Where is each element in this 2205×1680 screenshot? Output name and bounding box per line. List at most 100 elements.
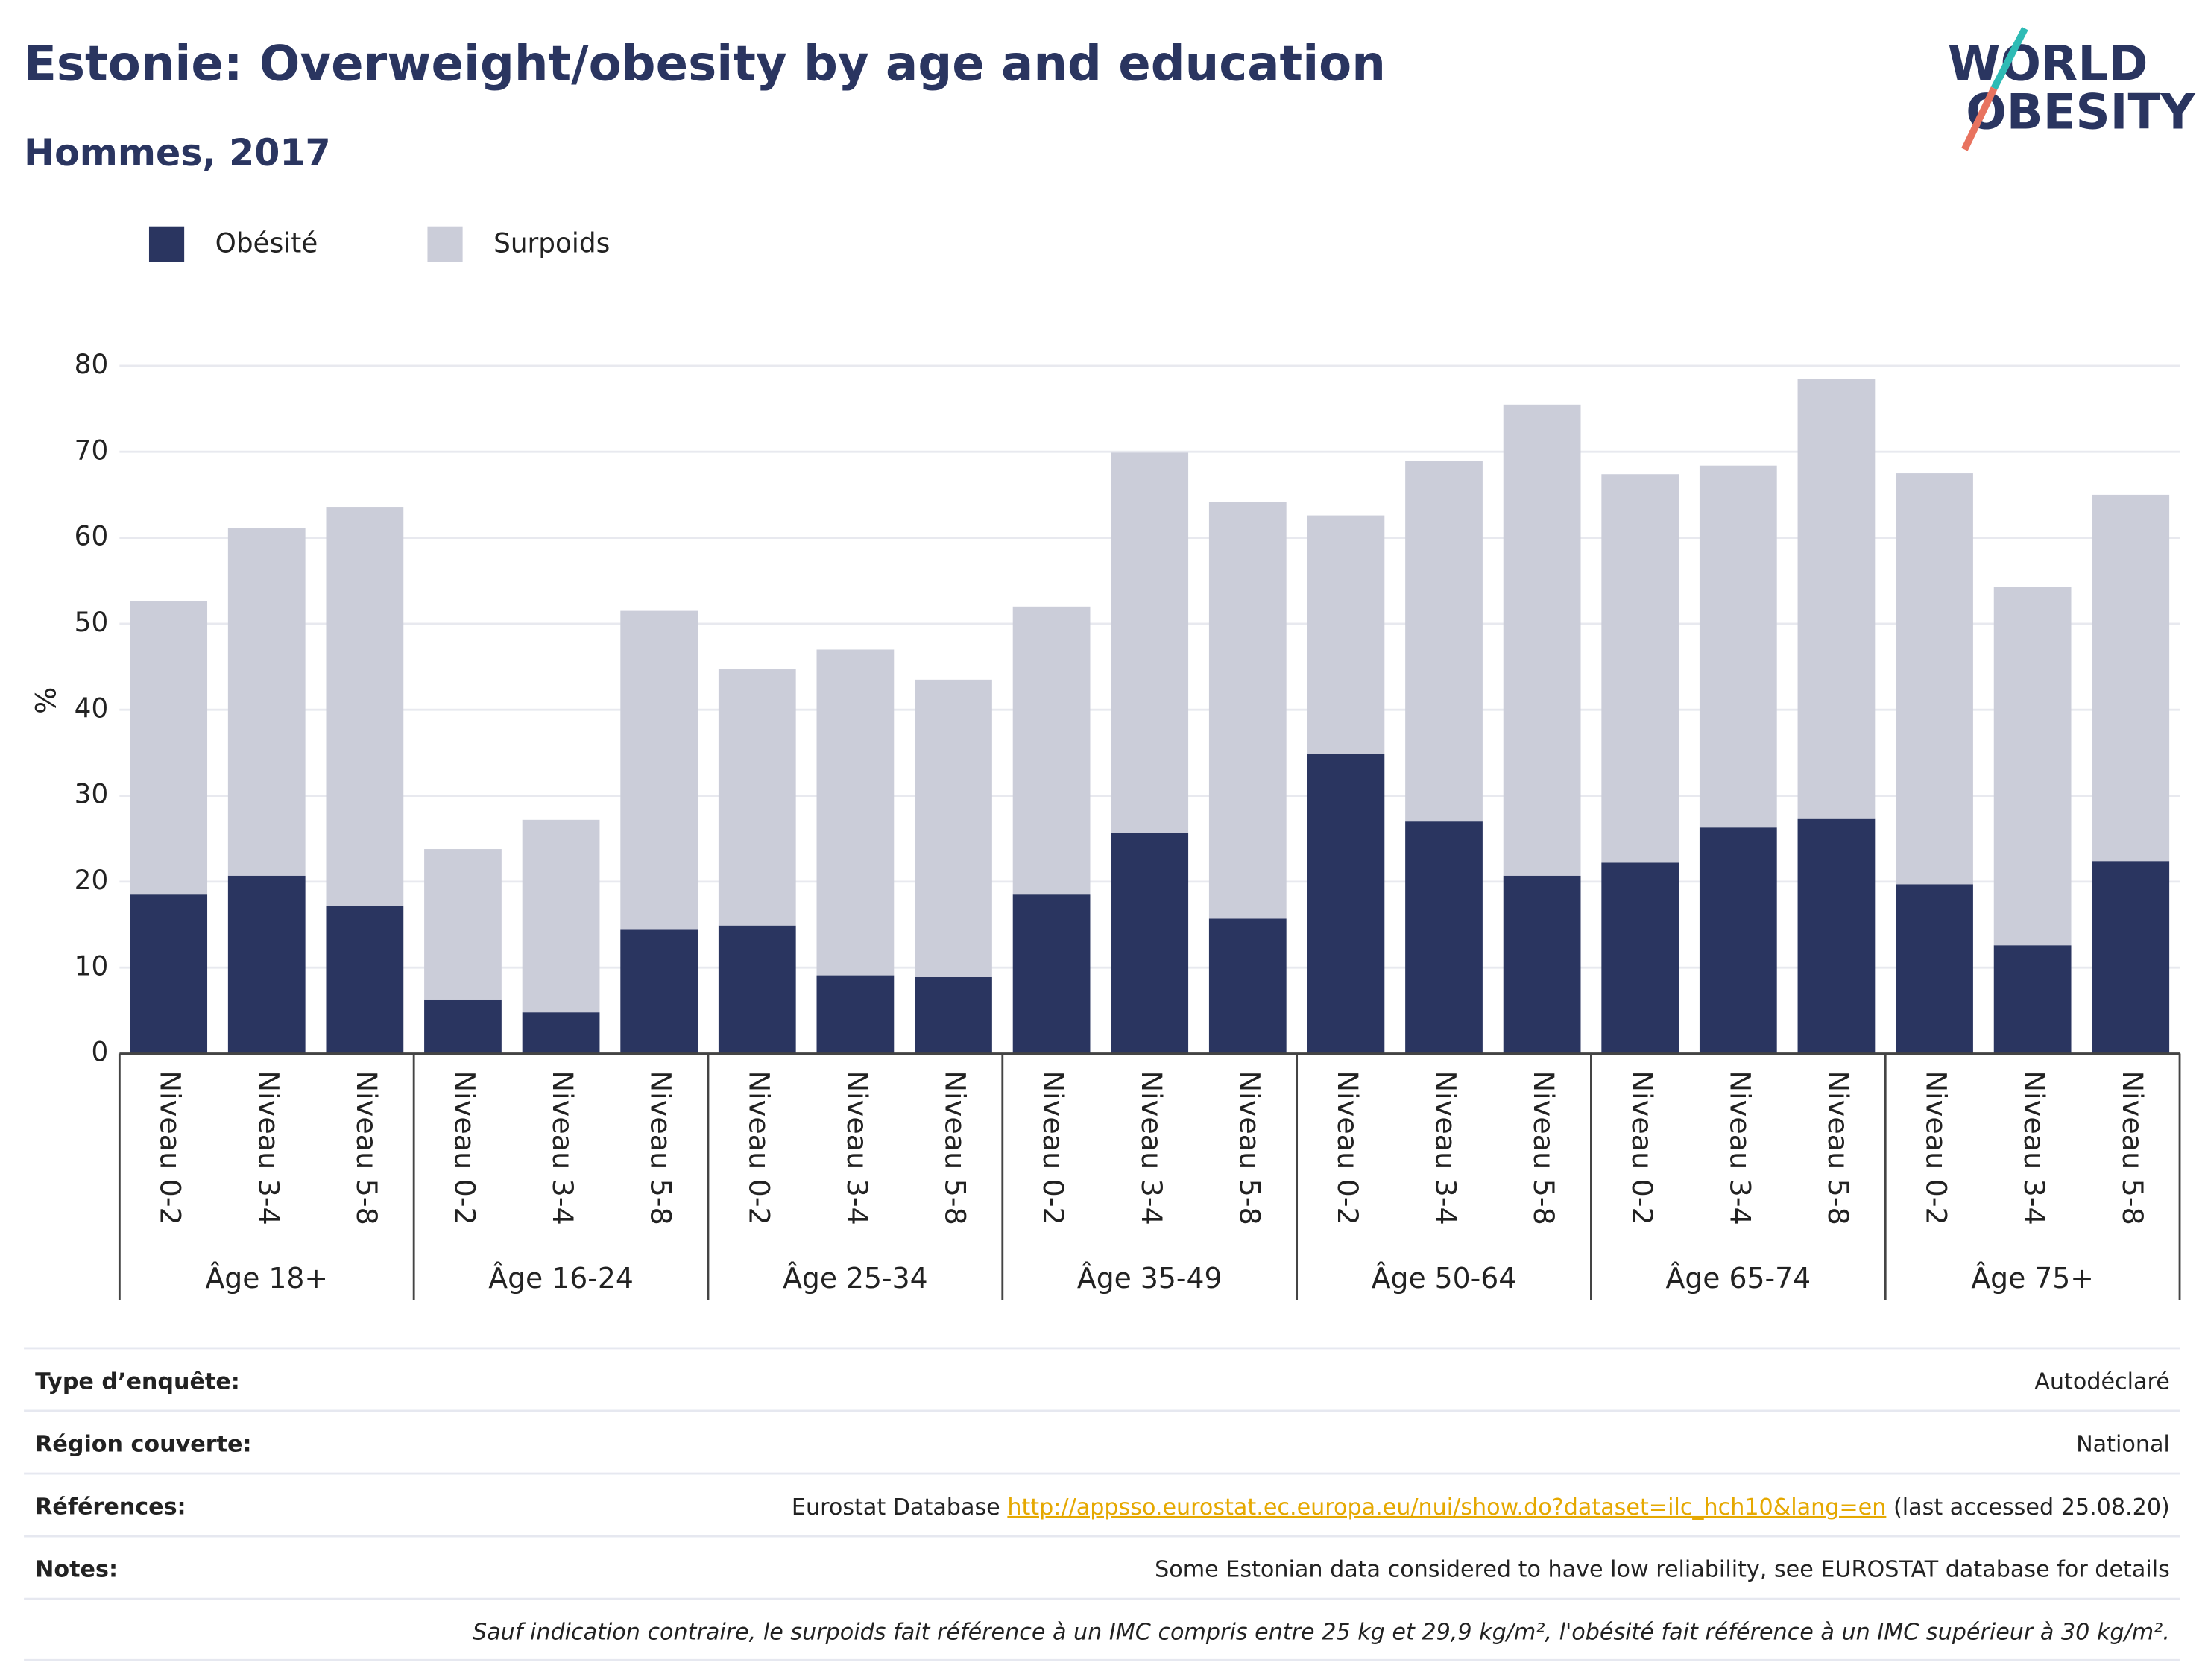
y-axis-label: % xyxy=(30,687,63,714)
chart-title: Estonie: Overweight/obesity by age and e… xyxy=(24,36,1386,92)
footer-label: Type d’enquête: xyxy=(35,1368,240,1395)
y-tick-label: 30 xyxy=(75,778,109,809)
group-label: Âge 65-74 xyxy=(1666,1262,1811,1295)
footer-label: Région couverte: xyxy=(35,1431,251,1457)
x-tick-label: Niveau 0-2 xyxy=(1037,1070,1070,1225)
bar-segment xyxy=(1405,461,1483,822)
y-tick-label: 60 xyxy=(75,520,109,552)
bar-segment xyxy=(1601,474,1679,863)
reference-prefix: Eurostat Database xyxy=(792,1494,1000,1520)
legend-label: Obésité xyxy=(215,227,318,259)
group-label: Âge 50-64 xyxy=(1372,1262,1517,1295)
footer-label: Notes: xyxy=(35,1556,118,1582)
x-tick-label: Niveau 3-4 xyxy=(1723,1070,1756,1225)
reference-link[interactable]: http://appsso.eurostat.ec.europa.eu/nui/… xyxy=(1007,1494,1886,1520)
group-label: Âge 35-49 xyxy=(1077,1262,1223,1295)
bar-segment xyxy=(1012,894,1091,1054)
bar-segment xyxy=(1111,833,1189,1054)
x-tick-label: Niveau 0-2 xyxy=(1626,1070,1659,1225)
x-tick-label: Niveau 5-8 xyxy=(939,1070,972,1225)
bar-segment xyxy=(130,894,208,1054)
y-tick-label: 80 xyxy=(75,349,109,380)
x-tick-label: Niveau 0-2 xyxy=(449,1070,482,1225)
chart-subtitle: Hommes, 2017 xyxy=(24,131,331,174)
bar-segment xyxy=(816,975,895,1054)
x-tick-label: Niveau 5-8 xyxy=(2116,1070,2149,1225)
bar-segment xyxy=(1503,875,1581,1054)
logo-slash-bottom xyxy=(1961,86,1998,151)
bar-segment xyxy=(424,849,502,1000)
bar-segment xyxy=(1012,606,1091,895)
bar-segment xyxy=(227,875,306,1054)
bar-segment xyxy=(1601,862,1679,1054)
bar-segment xyxy=(620,610,698,930)
x-tick-label: Niveau 5-8 xyxy=(645,1070,678,1225)
bar-segment xyxy=(915,976,992,1054)
x-tick-label: Niveau 3-4 xyxy=(1135,1070,1168,1225)
x-tick-label: Niveau 5-8 xyxy=(1233,1070,1266,1225)
y-tick-label: 50 xyxy=(75,607,109,638)
bar-segment xyxy=(620,929,698,1054)
bar-segment xyxy=(130,601,208,895)
bar-segment xyxy=(2092,861,2170,1054)
x-tick-label: Niveau 5-8 xyxy=(1822,1070,1855,1225)
bar-segment xyxy=(1307,754,1385,1054)
bar-segment xyxy=(718,925,796,1054)
reference-suffix: (last accessed 25.08.20) xyxy=(1893,1494,2170,1520)
legend-swatch xyxy=(427,226,463,262)
x-tick-label: Niveau 3-4 xyxy=(252,1070,285,1225)
group-label: Âge 18+ xyxy=(205,1262,328,1295)
x-tick-label: Niveau 3-4 xyxy=(2018,1070,2051,1225)
footer-label: Références: xyxy=(35,1494,186,1520)
group-label: Âge 25-34 xyxy=(783,1262,928,1295)
bar-segment xyxy=(1896,884,1973,1054)
group-label: Âge 75+ xyxy=(1971,1262,2094,1295)
bar-segment xyxy=(522,1012,600,1054)
logo-line2: OBESITY xyxy=(1966,84,2196,140)
bar-segment xyxy=(522,819,600,1013)
x-tick-label: Niveau 3-4 xyxy=(546,1070,579,1225)
x-tick-label: Niveau 5-8 xyxy=(1527,1070,1560,1225)
logo-slash-top xyxy=(1990,26,2028,90)
bar-segment xyxy=(424,999,502,1054)
bar-segment xyxy=(1503,404,1581,876)
x-tick-label: Niveau 0-2 xyxy=(742,1070,775,1225)
logo-line1: WORLD xyxy=(1948,36,2148,92)
y-tick-label: 10 xyxy=(75,950,109,982)
bar-segment xyxy=(1993,945,2072,1054)
bar-segment xyxy=(1208,502,1287,919)
x-tick-label: Niveau 3-4 xyxy=(841,1070,874,1225)
footer-definition: Sauf indication contraire, le surpoids f… xyxy=(473,1619,2170,1645)
y-tick-label: 70 xyxy=(75,435,109,466)
bar-segment xyxy=(227,528,306,876)
footer-value: National xyxy=(2076,1431,2170,1457)
footer-value: Autodéclaré xyxy=(2034,1368,2170,1395)
bar-segment xyxy=(1405,821,1483,1054)
bar-segment xyxy=(1208,918,1287,1054)
x-tick-label: Niveau 0-2 xyxy=(1920,1070,1953,1225)
y-tick-label: 40 xyxy=(75,692,109,724)
x-tick-label: Niveau 3-4 xyxy=(1430,1070,1463,1225)
bar-segment xyxy=(1797,379,1876,819)
bar-segment xyxy=(1993,587,2072,946)
bar-segment xyxy=(816,649,895,976)
footer-value: Some Estonian data considered to have lo… xyxy=(1155,1556,2170,1582)
group-label: Âge 16-24 xyxy=(488,1262,634,1295)
bar-segment xyxy=(915,679,992,977)
bar-segment xyxy=(1699,827,1777,1054)
footer-value: Eurostat Database http://appsso.eurostat… xyxy=(792,1494,2170,1520)
bar-segment xyxy=(326,906,404,1054)
bar-segment xyxy=(1111,452,1189,833)
y-tick-label: 0 xyxy=(91,1036,108,1067)
bar-segment xyxy=(1896,473,1973,885)
bar-segment xyxy=(1307,515,1385,754)
logo: WORLD OBESITY xyxy=(1948,26,2196,151)
bar-segment xyxy=(1797,818,1876,1054)
bar-segment xyxy=(1699,465,1777,828)
bar-segment xyxy=(2092,494,2170,862)
legend-label: Surpoids xyxy=(493,227,610,259)
x-tick-label: Niveau 5-8 xyxy=(350,1070,383,1225)
y-tick-label: 20 xyxy=(75,865,109,896)
